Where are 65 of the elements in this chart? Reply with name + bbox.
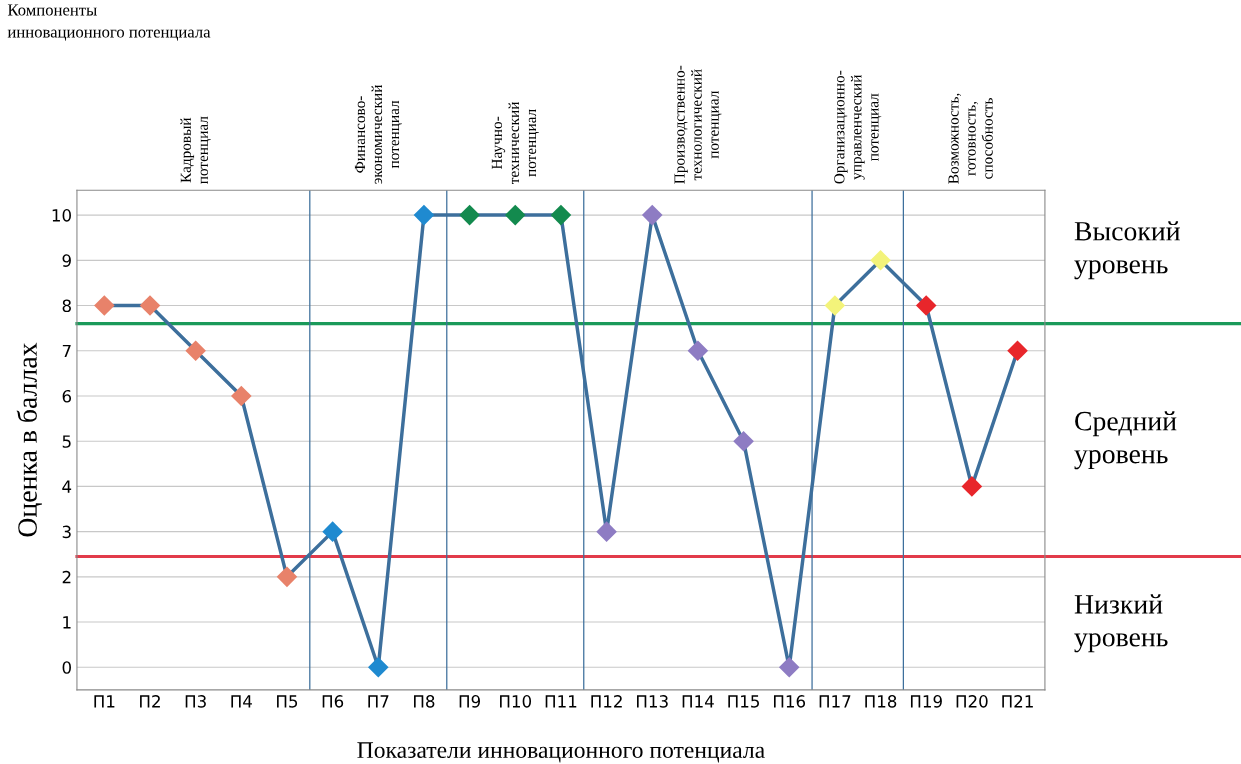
x-tick-label: П8 bbox=[414, 695, 435, 708]
x-tick-label: П10 bbox=[500, 695, 532, 708]
x-tick-label: П6 bbox=[322, 695, 344, 708]
point bbox=[915, 295, 937, 316]
y-axis-title: Оценка в баллах bbox=[16, 342, 42, 537]
y-tick-label: 5 bbox=[62, 435, 71, 448]
point bbox=[1007, 340, 1028, 362]
y-tick-label: 2 bbox=[62, 570, 71, 584]
x-tick-label: П4 bbox=[231, 695, 252, 708]
point bbox=[185, 340, 206, 362]
x-tick-label: П3 bbox=[185, 695, 206, 708]
text: Производственно- технологический потенциал bbox=[674, 65, 722, 184]
text: Возможность, готовность, способность bbox=[948, 93, 993, 184]
x-tick-label: П7 bbox=[368, 695, 389, 708]
point bbox=[733, 430, 754, 452]
point bbox=[276, 566, 298, 588]
point bbox=[413, 204, 435, 226]
point bbox=[778, 656, 800, 678]
x-tick-label: П17 bbox=[819, 695, 851, 708]
y-tick-label: 6 bbox=[62, 389, 72, 403]
text: Компоненты инновационного потенциала bbox=[7, 4, 211, 41]
x-tick-label: П18 bbox=[865, 695, 897, 708]
text: Кадровый потенциал bbox=[180, 116, 211, 184]
point bbox=[687, 340, 709, 362]
x-tick-label: П9 bbox=[459, 695, 481, 708]
x-tick-label: П11 bbox=[545, 695, 577, 708]
text: Финансово- экономический потенциал bbox=[354, 84, 402, 184]
point bbox=[459, 204, 480, 226]
x-tick-label: П20 bbox=[956, 695, 988, 708]
point bbox=[94, 295, 115, 316]
point bbox=[550, 204, 572, 226]
x-tick-label: П2 bbox=[140, 695, 160, 708]
x-tick-label: П13 bbox=[637, 695, 668, 708]
y-tick-label: 10 bbox=[52, 209, 71, 222]
x-tick-label: П15 bbox=[728, 695, 759, 708]
point bbox=[824, 295, 846, 316]
text: Научно- технический потенциал bbox=[491, 101, 539, 185]
x-tick-label: П14 bbox=[682, 695, 714, 708]
y-tick-label: 3 bbox=[62, 525, 71, 539]
point bbox=[641, 204, 663, 226]
text: Высокий уровень bbox=[1074, 221, 1180, 280]
x-tick-label: П19 bbox=[910, 695, 942, 708]
point bbox=[504, 204, 526, 226]
y-tick-label: 4 bbox=[62, 480, 72, 493]
x-tick-label: П21 bbox=[1002, 695, 1033, 708]
point bbox=[870, 250, 891, 271]
x-tick-label: П5 bbox=[277, 695, 298, 708]
point bbox=[596, 521, 617, 542]
point bbox=[961, 476, 983, 497]
text: Организационно- управленческий потенциал bbox=[834, 70, 882, 184]
text: Низкий уровень bbox=[1074, 594, 1168, 653]
y-tick-label: 1 bbox=[63, 616, 71, 629]
point bbox=[367, 656, 389, 678]
point bbox=[139, 295, 161, 316]
y-tick-label: 9 bbox=[62, 254, 71, 267]
x-tick-label: П1 bbox=[94, 695, 115, 708]
x-axis-title: Показатели инновационного потенциала bbox=[357, 742, 765, 763]
point bbox=[322, 521, 343, 542]
x-tick-label: П16 bbox=[773, 695, 806, 708]
x-tick-label: П12 bbox=[591, 695, 622, 708]
y-tick-label: 7 bbox=[62, 344, 71, 358]
point bbox=[231, 385, 252, 407]
y-tick-label: 8 bbox=[62, 299, 71, 313]
y-tick-label: 0 bbox=[62, 661, 71, 674]
text: Средний уровень bbox=[1074, 411, 1177, 470]
